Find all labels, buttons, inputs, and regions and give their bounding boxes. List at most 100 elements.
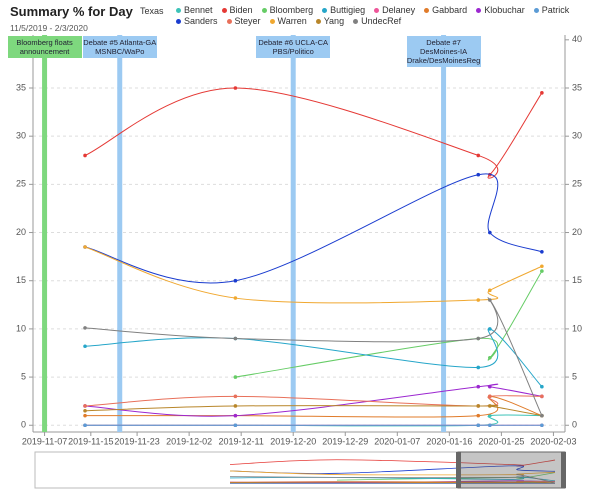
series-line bbox=[84, 87, 543, 179]
y2-tick-label: 25 bbox=[572, 179, 582, 189]
data-point bbox=[488, 298, 492, 302]
x-tick-label: 2019-12-20 bbox=[270, 436, 316, 446]
y-tick-label: 30 bbox=[16, 131, 26, 141]
event-band bbox=[441, 35, 447, 432]
legend-label: Buttigieg bbox=[330, 5, 366, 15]
y-tick-label: 10 bbox=[16, 323, 26, 333]
data-point bbox=[488, 230, 492, 235]
x-tick-label: 2020-01-16 bbox=[426, 436, 472, 446]
navigator-line bbox=[229, 481, 556, 484]
legend-label: Steyer bbox=[234, 16, 261, 26]
navigator-selection bbox=[457, 451, 566, 489]
legend-item[interactable]: Delaney bbox=[374, 5, 415, 15]
x-tick-label: 2019-11-07 bbox=[22, 436, 67, 446]
data-point bbox=[488, 394, 492, 399]
y-tick-label: 0 bbox=[21, 420, 26, 430]
legend-swatch bbox=[533, 7, 539, 13]
legend-item[interactable]: Sanders bbox=[176, 16, 218, 26]
legend-item[interactable]: Bennet bbox=[176, 5, 213, 15]
data-point bbox=[476, 404, 481, 408]
data-point bbox=[540, 384, 544, 389]
legend-item[interactable]: Bloomberg bbox=[261, 5, 313, 15]
legend-swatch bbox=[322, 7, 328, 13]
series-line bbox=[85, 297, 543, 416]
legend-item[interactable]: UndecRef bbox=[353, 16, 401, 26]
legend-label: UndecRef bbox=[361, 16, 402, 26]
legend-swatch bbox=[269, 18, 275, 24]
legend-label: Klobuchar bbox=[484, 5, 525, 15]
legend-item[interactable]: Buttigieg bbox=[322, 5, 365, 15]
y2-tick-label: 10 bbox=[572, 323, 582, 333]
data-point bbox=[233, 413, 238, 418]
data-point bbox=[540, 394, 544, 399]
data-point bbox=[488, 384, 492, 389]
series-line bbox=[84, 173, 543, 284]
navigator-handle[interactable] bbox=[561, 452, 566, 488]
series-line bbox=[84, 246, 543, 304]
legend-swatch bbox=[176, 18, 181, 24]
legend-item[interactable]: Klobuchar bbox=[476, 5, 525, 15]
data-point bbox=[233, 278, 238, 283]
data-point bbox=[233, 394, 238, 399]
data-point bbox=[488, 356, 492, 360]
legend-label: Gabbard bbox=[432, 5, 468, 15]
data-point bbox=[83, 326, 87, 330]
series-line bbox=[85, 395, 543, 418]
event-band bbox=[117, 35, 123, 432]
navigator bbox=[34, 451, 566, 489]
x-tick-label: 2019-12-02 bbox=[166, 436, 212, 446]
legend-swatch bbox=[353, 18, 359, 24]
data-point bbox=[233, 404, 238, 408]
legend-item[interactable]: Steyer bbox=[226, 16, 261, 26]
data-point bbox=[488, 327, 492, 331]
legend-item[interactable]: Patrick bbox=[533, 5, 570, 15]
x-tick-label: 2020-01-07 bbox=[374, 436, 420, 446]
legend-swatch bbox=[261, 7, 267, 13]
legend-item[interactable]: Biden bbox=[221, 5, 253, 15]
event-label: Bloomberg floats announcement bbox=[7, 36, 82, 58]
data-point bbox=[540, 269, 544, 273]
series-line bbox=[85, 328, 543, 388]
data-point bbox=[488, 404, 492, 408]
event-label: Debate #5 Atlanta-GA MSNBC/WaPo bbox=[82, 36, 157, 58]
data-point bbox=[83, 344, 87, 349]
data-point bbox=[233, 86, 238, 90]
series-line bbox=[235, 270, 543, 378]
y2-tick-label: 30 bbox=[572, 131, 582, 141]
data-point bbox=[488, 288, 492, 293]
data-point bbox=[83, 409, 87, 413]
data-point bbox=[540, 423, 544, 428]
legend: Bennet Biden Bloomberg Buttigieg Delaney Gabb… bbox=[176, 5, 600, 26]
navigator-handle[interactable] bbox=[456, 452, 461, 488]
legend-item[interactable]: Gabbard bbox=[424, 5, 467, 15]
legend-swatch bbox=[424, 7, 430, 13]
data-point bbox=[476, 153, 481, 158]
event-band bbox=[42, 35, 48, 432]
data-point bbox=[83, 413, 87, 418]
data-point bbox=[540, 413, 544, 418]
legend-label: Patrick bbox=[541, 5, 570, 15]
data-point bbox=[476, 384, 481, 389]
data-point bbox=[476, 423, 481, 428]
data-point bbox=[233, 296, 238, 300]
region-filter[interactable]: Texas bbox=[140, 6, 164, 16]
event-band bbox=[290, 35, 296, 432]
navigator-line bbox=[229, 474, 556, 484]
data-point bbox=[83, 404, 87, 408]
legend-item[interactable]: Warren bbox=[269, 16, 307, 26]
y2-tick-label: 0 bbox=[572, 420, 577, 430]
data-point bbox=[540, 264, 544, 269]
legend-swatch bbox=[226, 18, 232, 24]
y-tick-label: 5 bbox=[21, 371, 26, 381]
legend-item[interactable]: Yang bbox=[315, 16, 344, 26]
x-tick-label: 2019-11-23 bbox=[114, 436, 159, 446]
data-point bbox=[233, 336, 238, 341]
legend-swatch bbox=[315, 18, 321, 24]
data-point bbox=[83, 153, 87, 158]
data-point bbox=[488, 423, 492, 428]
legend-label: Warren bbox=[277, 16, 307, 26]
legend-label: Biden bbox=[229, 5, 253, 15]
x-tick-label: 2019-11-15 bbox=[68, 436, 113, 446]
